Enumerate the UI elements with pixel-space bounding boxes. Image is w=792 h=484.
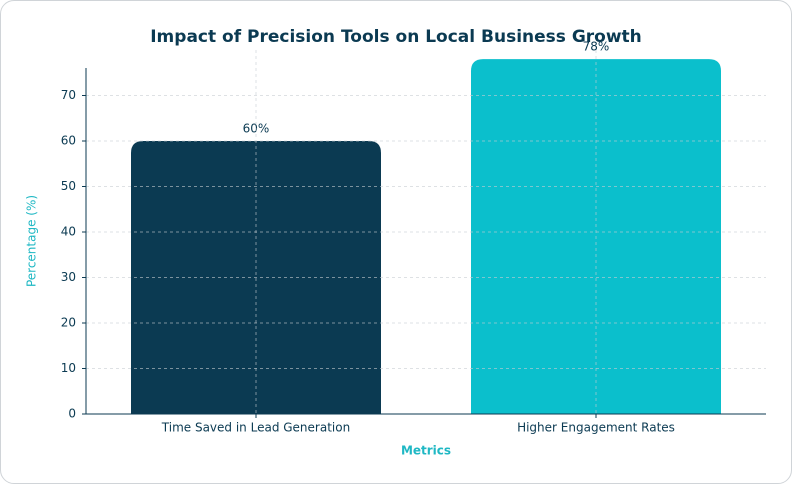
y-tick-label: 70 — [61, 88, 76, 102]
value-label: 78% — [583, 40, 610, 54]
chart-title: Impact of Precision Tools on Local Busin… — [150, 27, 642, 47]
y-tick-label: 0 — [68, 407, 76, 421]
y-axis-label: Percentage (%) — [25, 195, 39, 287]
y-tick-label: 30 — [61, 270, 76, 284]
y-tick-label: 10 — [61, 361, 76, 375]
y-tick-label: 40 — [61, 225, 76, 239]
x-axis-label: Metrics — [401, 444, 451, 458]
x-tick-label: Time Saved in Lead Generation — [161, 421, 350, 435]
y-tick-label: 20 — [61, 316, 76, 330]
x-tick-label: Higher Engagement Rates — [517, 421, 675, 435]
y-tick-label: 50 — [61, 179, 76, 193]
y-tick-label: 60 — [61, 134, 76, 148]
